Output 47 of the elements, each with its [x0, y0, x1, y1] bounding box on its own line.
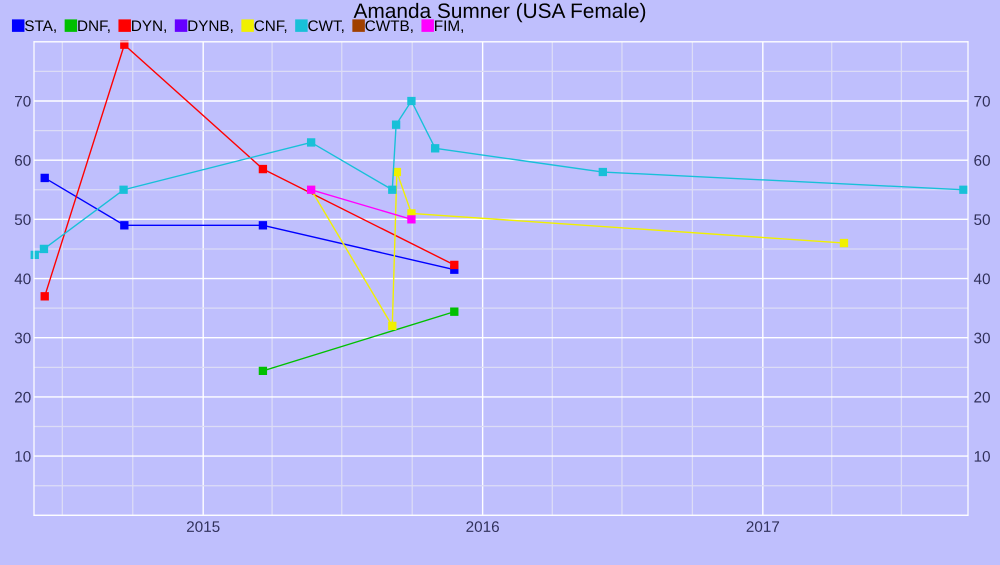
point [407, 215, 416, 224]
y2-tick-label: 30 [974, 332, 990, 344]
point [40, 174, 49, 182]
point [598, 168, 607, 176]
y2-tick-label: 60 [974, 155, 990, 166]
point [840, 238, 848, 248]
point [258, 221, 268, 230]
point [959, 186, 968, 194]
point [306, 138, 316, 147]
legend-label: STA, [25, 20, 56, 33]
x-tick-label: 2015 [186, 521, 220, 532]
point [120, 40, 129, 49]
y2-tick-label: 50 [974, 214, 990, 226]
y-tick-label: 20 [15, 392, 31, 403]
x-tick-label: 2017 [746, 521, 780, 532]
legend-label: CWTB, [365, 20, 413, 33]
point [258, 366, 268, 376]
legend-label: CNF, [254, 20, 286, 33]
point [120, 221, 129, 230]
legend-label: CWT, [308, 20, 344, 33]
point [407, 96, 416, 106]
y-tick-label: 10 [15, 450, 31, 462]
legend-label: FIM, [435, 20, 463, 33]
y-tick-label: 30 [14, 332, 31, 344]
point [40, 244, 48, 254]
point [392, 120, 400, 129]
point [450, 260, 458, 270]
point [430, 144, 440, 153]
point [119, 186, 128, 194]
legend-label: DYN, [132, 20, 166, 33]
y-tick-label: 70 [15, 96, 31, 107]
y-tick-label: 60 [15, 155, 31, 166]
y2-tick-label: 70 [974, 96, 990, 107]
point [30, 250, 39, 260]
point [258, 164, 268, 174]
y2-tick-label: 10 [974, 450, 990, 462]
point [388, 322, 396, 330]
point [450, 308, 458, 316]
y2-tick-label: 20 [974, 392, 990, 403]
x-tick-label: 2016 [466, 521, 499, 532]
y2-tick-label: 40 [974, 273, 990, 284]
point [388, 186, 396, 194]
legend-label: DYNB, [188, 20, 232, 33]
point [40, 292, 49, 300]
legend-label: DNF, [78, 20, 110, 33]
y-tick-label: 40 [14, 273, 31, 284]
y-tick-label: 50 [14, 214, 31, 226]
